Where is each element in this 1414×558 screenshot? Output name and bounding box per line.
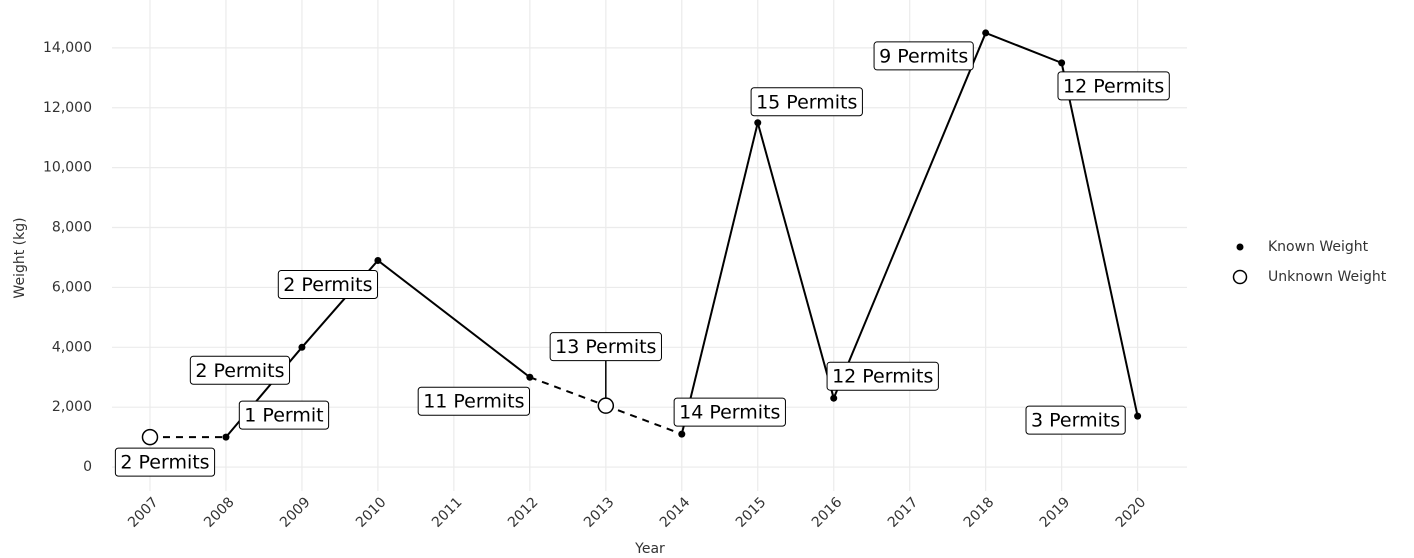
annotation-box: [826, 361, 939, 391]
y-tick-label: 0: [83, 459, 92, 475]
x-tick-label: 2009: [277, 494, 314, 531]
annotation-label: 2 Permits: [195, 360, 284, 382]
point: [982, 29, 990, 37]
point: [754, 119, 762, 127]
line-segment: [377, 259, 531, 379]
annotation: 9 Permits: [873, 41, 974, 71]
line-segment: [680, 122, 759, 435]
annotation-label: 13 Permits: [555, 336, 656, 358]
annotation: 3 Permits: [1025, 405, 1126, 435]
annotation-label: 15 Permits: [756, 91, 857, 113]
x-tick-label: 2010: [353, 494, 390, 531]
annotation-label: 3 Permits: [1031, 410, 1120, 432]
line-segment: [1060, 62, 1139, 417]
y-tick-label: 4,000: [52, 339, 92, 355]
annotation-box: [750, 87, 863, 117]
point: [298, 343, 306, 351]
annotation-box: [238, 400, 330, 430]
legend-label: Known Weight: [1268, 239, 1369, 255]
line-segment: [605, 404, 683, 436]
y-tick-label: 14,000: [43, 40, 92, 56]
x-tick-label: 2017: [885, 494, 922, 531]
annotation: 2 Permits: [189, 355, 291, 385]
annotation: 13 Permits: [549, 332, 662, 362]
annotation-box: [189, 355, 291, 385]
x-tick-label: 2015: [733, 494, 770, 531]
annotation: 15 Permits: [750, 87, 863, 117]
annotation-label: 12 Permits: [832, 366, 933, 388]
annotation-label: 9 Permits: [879, 45, 968, 67]
annotation: 12 Permits: [1057, 71, 1170, 101]
point: [141, 428, 159, 446]
point: [1058, 59, 1066, 67]
point: [597, 397, 615, 414]
y-tick-label: 6,000: [52, 279, 92, 295]
line-segment: [985, 32, 1063, 64]
x-tick-label: 2007: [125, 494, 162, 531]
y-tick-label: 8,000: [52, 220, 92, 236]
line-segment: [832, 32, 987, 399]
annotation-box: [873, 41, 974, 71]
annotation: 14 Permits: [673, 397, 786, 427]
x-tick-label: 2008: [201, 494, 238, 531]
x-tick-label: 2012: [505, 494, 542, 531]
annotation-box: [417, 386, 531, 416]
x-tick-label: 2014: [657, 494, 694, 531]
annotation: 2 Permits: [277, 269, 379, 299]
x-tick-label: 2016: [809, 494, 846, 531]
point: [222, 433, 230, 441]
x-tick-label: 2018: [961, 494, 998, 531]
annotation-box: [673, 397, 786, 427]
point: [1134, 412, 1142, 420]
point: [374, 256, 382, 264]
annotation-box: [1057, 71, 1170, 101]
legend-marker: [1232, 269, 1248, 285]
point: [526, 373, 534, 381]
x-tick-label: 2013: [581, 494, 618, 531]
x-tick-label: 2019: [1037, 494, 1074, 531]
y-tick-label: 10,000: [43, 160, 92, 176]
annotation-label: 2 Permits: [120, 452, 209, 474]
annotation-box: [549, 332, 662, 362]
annotation: 11 Permits: [417, 386, 531, 416]
annotation-label: 14 Permits: [679, 402, 780, 424]
annotation-box: [1025, 405, 1126, 435]
annotation-box: [277, 269, 379, 299]
annotation: 12 Permits: [826, 361, 939, 391]
y-tick-label: 12,000: [43, 100, 92, 116]
x-tick-label: 2020: [1113, 494, 1150, 531]
annotation-label: 2 Permits: [283, 274, 372, 296]
legend-label: Unknown Weight: [1268, 269, 1387, 285]
annotation-label: 12 Permits: [1063, 75, 1164, 97]
line-segment: [529, 376, 607, 407]
point: [830, 394, 838, 402]
x-axis-label: Year: [634, 541, 665, 557]
y-tick-label: 2,000: [52, 399, 92, 415]
point: [678, 430, 686, 438]
annotation: 2 Permits: [114, 447, 216, 477]
y-axis-label: Weight (kg): [12, 217, 28, 298]
x-tick-label: 2011: [429, 494, 466, 531]
line-segment: [756, 122, 835, 399]
annotation-label: 1 Permit: [244, 405, 323, 427]
annotation-label: 11 Permits: [423, 391, 524, 413]
annotation: 1 Permit: [238, 400, 330, 430]
legend-marker: [1236, 243, 1244, 251]
annotation-box: [114, 447, 216, 477]
